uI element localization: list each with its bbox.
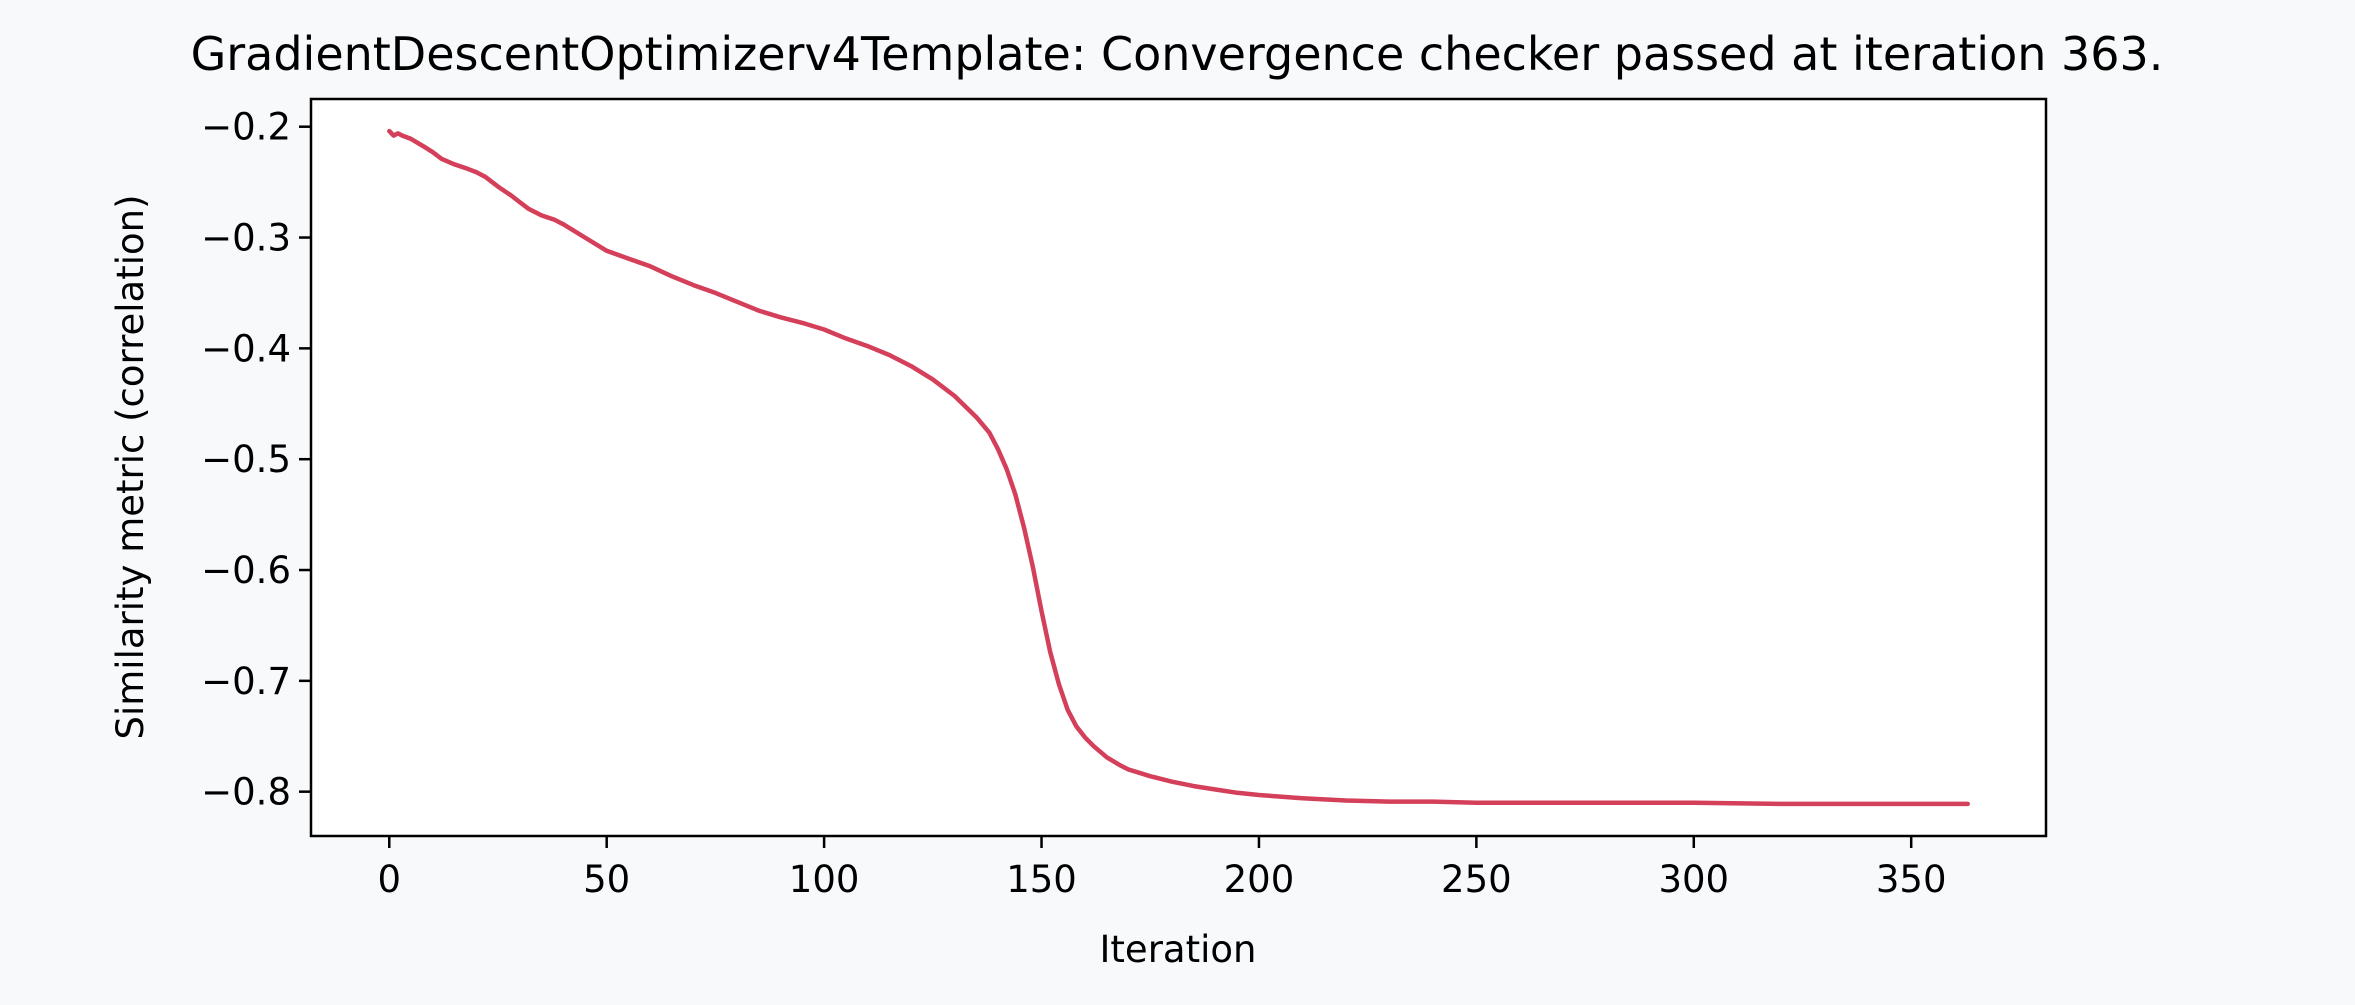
x-axis-label: Iteration xyxy=(1100,928,1257,971)
plot-area xyxy=(311,99,2046,836)
y-tick-label: −0.7 xyxy=(201,660,291,703)
x-tick-label: 150 xyxy=(1006,858,1077,901)
y-tick-label: −0.6 xyxy=(201,549,291,592)
x-axis: 0 50 100 150 200 250 300 350 xyxy=(377,836,1947,901)
chart-title: GradientDescentOptimizerv4Template: Conv… xyxy=(191,27,2164,81)
y-tick-label: −0.4 xyxy=(201,327,291,370)
y-axis: −0.2 −0.3 −0.4 −0.5 −0.6 −0.7 −0.8 xyxy=(201,106,311,814)
y-tick-label: −0.8 xyxy=(201,771,291,814)
y-axis-label: Similarity metric (correlation) xyxy=(109,194,152,739)
y-tick-label: −0.2 xyxy=(201,106,291,149)
x-tick-label: 0 xyxy=(377,858,401,901)
plot-frame xyxy=(309,97,2048,838)
x-tick-label: 300 xyxy=(1658,858,1729,901)
x-tick-label: 250 xyxy=(1441,858,1512,901)
series-line-0 xyxy=(387,128,1970,807)
x-tick-label: 200 xyxy=(1224,858,1295,901)
y-tick-label: −0.5 xyxy=(201,438,291,481)
x-tick-label: 100 xyxy=(789,858,860,901)
x-tick-label: 50 xyxy=(583,858,630,901)
series-layer xyxy=(387,128,1970,807)
x-tick-label: 350 xyxy=(1876,858,1947,901)
y-tick-label: −0.3 xyxy=(201,217,291,260)
